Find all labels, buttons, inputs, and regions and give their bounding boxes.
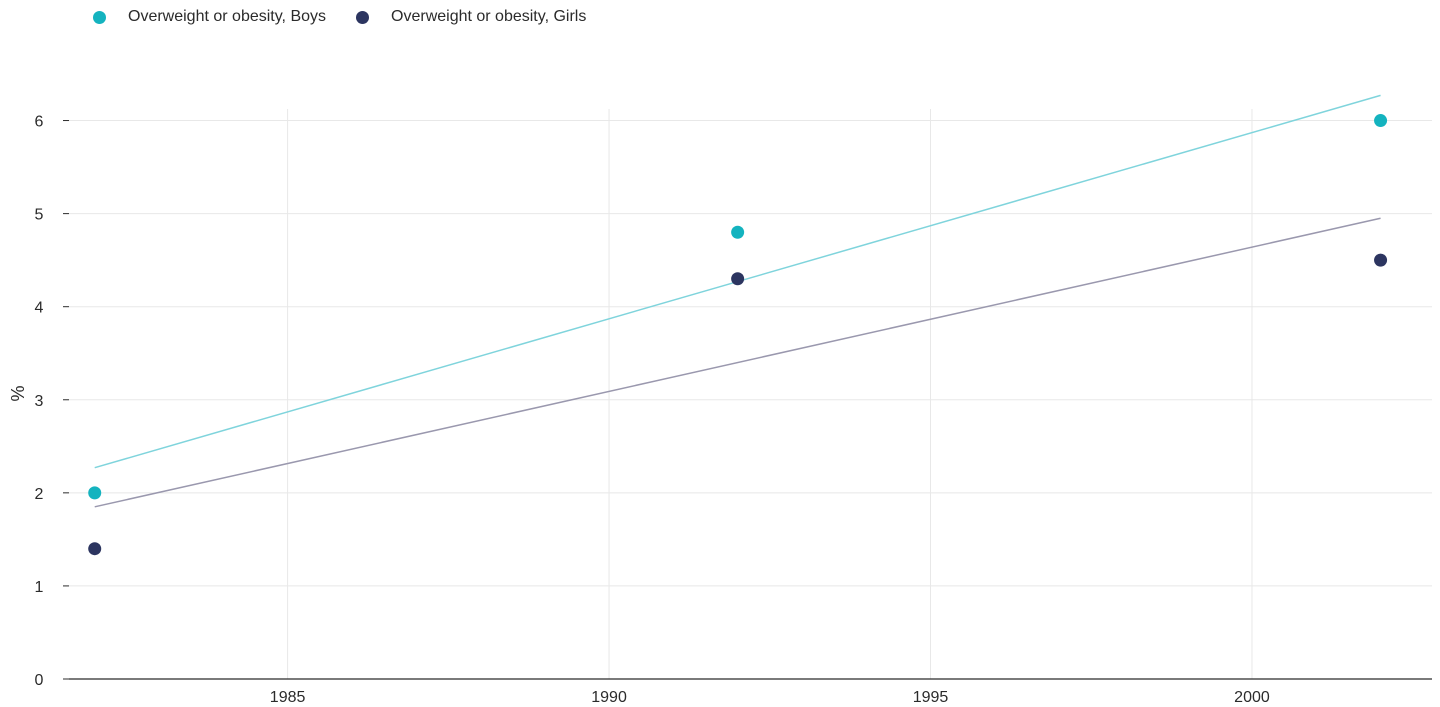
data-point-girls[interactable] bbox=[88, 542, 102, 556]
legend-item-boys[interactable]: Overweight or obesity, Boys bbox=[93, 8, 326, 26]
data-points bbox=[88, 114, 1388, 556]
y-tick-label: 4 bbox=[35, 300, 44, 317]
x-tick-label: 1990 bbox=[591, 689, 627, 706]
legend-swatch-boys bbox=[93, 10, 106, 24]
y-tick-label: 0 bbox=[35, 672, 44, 689]
y-tick-label: 6 bbox=[35, 114, 44, 131]
x-tick-label: 2000 bbox=[1234, 689, 1270, 706]
y-tick-label: 1 bbox=[35, 579, 44, 596]
y-tick-label: 5 bbox=[35, 207, 44, 224]
legend-item-girls[interactable]: Overweight or obesity, Girls bbox=[356, 8, 586, 26]
y-tick-label: 3 bbox=[35, 393, 44, 410]
y-tick-label: 2 bbox=[35, 486, 44, 503]
data-point-boys[interactable] bbox=[1374, 114, 1388, 128]
legend-label-boys: Overweight or obesity, Boys bbox=[128, 8, 327, 25]
legend: Overweight or obesity, Boys Overweight o… bbox=[93, 8, 616, 26]
y-axis-title: % bbox=[8, 385, 28, 401]
grid-lines bbox=[69, 109, 1432, 679]
data-point-boys[interactable] bbox=[88, 486, 102, 500]
data-point-girls[interactable] bbox=[1374, 253, 1388, 267]
x-tick-label: 1985 bbox=[270, 689, 306, 706]
data-point-girls[interactable] bbox=[731, 272, 745, 286]
legend-label-girls: Overweight or obesity, Girls bbox=[391, 8, 587, 25]
axes: 0 1 2 3 4 5 6 1985 1990 1995 2000% bbox=[8, 114, 1432, 706]
legend-swatch-girls bbox=[356, 10, 370, 24]
x-tick-label: 1995 bbox=[913, 689, 949, 706]
trendline-girls bbox=[94, 217, 1381, 508]
data-point-boys[interactable] bbox=[731, 225, 745, 239]
